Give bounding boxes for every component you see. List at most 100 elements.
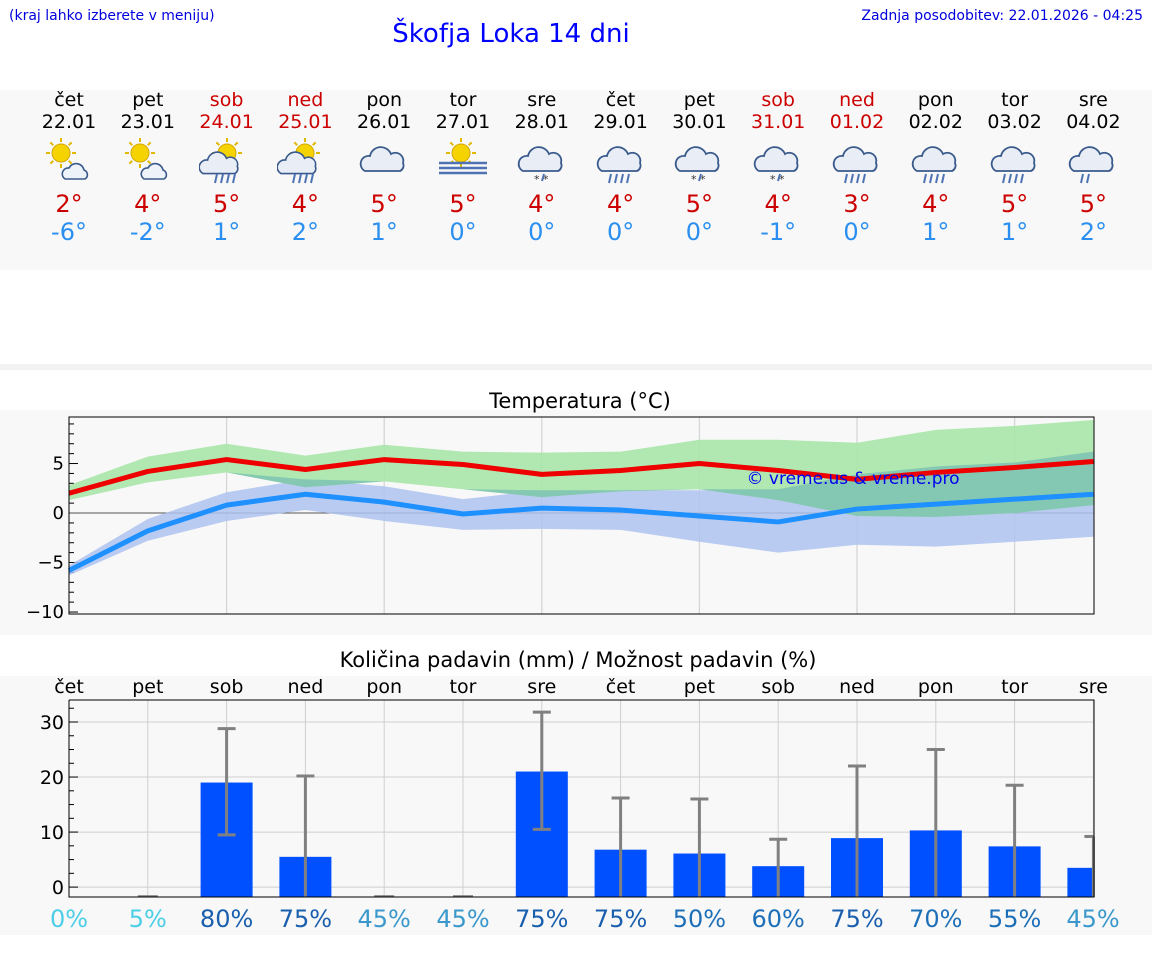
temp-max: 5°	[212, 190, 241, 218]
precipitation-y-ticks: 0 10 20 30	[40, 712, 64, 899]
day-column: ned 25.01 4° 2°	[266, 89, 344, 246]
sun-cloud-rain-icon	[188, 137, 266, 187]
precipitation-probability: 45%	[358, 905, 411, 933]
temp-min: 0°	[449, 218, 477, 246]
cloud-snow-icon: * *	[660, 137, 738, 187]
category-label: čet	[54, 676, 84, 698]
temperature-chart: Temperatura (°C) −10 −5 0 5 © vreme.us & vr…	[26, 389, 1095, 623]
category-label: čet	[606, 676, 636, 698]
precipitation-categories: čet pet sob ned pon tor sre čet pet sob ned pon tor s…	[54, 676, 1108, 698]
temp-max: 4°	[922, 190, 950, 218]
temp-max: 3°	[843, 190, 871, 218]
cloud-rain-icon	[582, 137, 660, 187]
temp-min: 0°	[843, 218, 871, 246]
temp-max: 4°	[134, 190, 162, 218]
precipitation-error-bars	[137, 710, 1095, 897]
category-label: sob	[761, 676, 795, 698]
temp-max: 5°	[685, 190, 714, 218]
day-name: čet	[54, 89, 84, 111]
day-column: tor 27.01 5° 0°	[424, 89, 502, 246]
temp-min: 0°	[528, 218, 556, 246]
y-tick-label: 10	[40, 822, 64, 844]
page-title: Škofja Loka 14 dni	[392, 19, 630, 49]
precipitation-probability: 55%	[988, 905, 1041, 933]
day-column: čet 29.01 4° 0°	[582, 89, 660, 246]
min-temperature-line	[67, 491, 1094, 573]
precipitation-probability: 50%	[673, 905, 726, 933]
precipitation-probability: 45%	[1066, 905, 1119, 933]
category-label: sob	[210, 676, 244, 698]
cloud-rain-icon	[976, 137, 1054, 187]
temperature-chart-title: Temperatura (°C)	[488, 389, 671, 413]
day-date: 22.01	[41, 111, 97, 133]
temp-min: 2°	[291, 218, 320, 246]
cloud-light-rain-icon	[1054, 137, 1132, 187]
day-name: tor	[449, 89, 477, 111]
day-name: tor	[1001, 89, 1029, 111]
band-overlap	[69, 451, 1094, 517]
day-name: čet	[605, 89, 636, 111]
day-name: ned	[287, 89, 324, 111]
day-date: 31.01	[750, 111, 806, 133]
y-tick-label: −5	[37, 553, 64, 574]
day-date: 23.01	[120, 111, 175, 133]
temp-max: 4°	[606, 190, 635, 218]
day-name: sre	[527, 89, 557, 111]
day-name: sre	[1078, 89, 1108, 111]
day-name: sob	[209, 89, 244, 111]
temp-max: 4°	[528, 190, 556, 218]
precipitation-probability: 60%	[752, 905, 805, 933]
precipitation-chart: Količina padavin (mm) / Možnost padavin …	[40, 648, 1120, 933]
day-date: 26.01	[356, 111, 412, 133]
last-update: Zadnja posodobitev: 22.01.2026 - 04:25	[861, 8, 1143, 24]
cloud-snow-icon: * *	[503, 137, 581, 187]
day-name: pet	[683, 89, 715, 111]
day-column: sob 31.01 * * 4° -1°	[739, 89, 817, 246]
precipitation-probability: 75%	[515, 905, 568, 933]
day-name: ned	[839, 89, 875, 111]
temp-min: -2°	[129, 218, 166, 246]
precipitation-probability: 75%	[279, 905, 332, 933]
day-date: 28.01	[514, 111, 569, 133]
temperature-y-ticks: −10 −5 0 5	[26, 454, 64, 623]
watermark: © vreme.us & vreme.pro	[746, 469, 959, 489]
temp-max: 4°	[764, 190, 792, 218]
precipitation-probability: 70%	[909, 905, 962, 933]
day-column: pet 30.01 * * 5° 0°	[660, 89, 738, 246]
y-tick-label: 0	[53, 503, 64, 524]
max-temperature-line	[68, 457, 1094, 496]
temp-min: 1°	[922, 218, 950, 246]
precipitation-probability: 5%	[129, 905, 167, 933]
temp-max: 5°	[370, 190, 398, 218]
temp-min: 2°	[1079, 218, 1108, 246]
temp-max: 5°	[1000, 190, 1029, 218]
day-date: 01.02	[829, 111, 885, 133]
temperature-lines	[67, 457, 1094, 573]
temp-min: 0°	[685, 218, 714, 246]
category-label: pon	[366, 676, 402, 698]
temp-min: 1°	[370, 218, 398, 246]
sun-cloud-rain-icon	[266, 137, 344, 187]
category-label: ned	[288, 676, 324, 698]
day-name: pon	[917, 89, 954, 111]
y-tick-label: −10	[26, 602, 64, 623]
cloud-icon	[345, 137, 423, 187]
y-tick-label: 30	[40, 712, 64, 734]
sun-cloud-icon	[30, 137, 108, 187]
category-label: pet	[684, 676, 715, 698]
category-label: ned	[839, 676, 875, 698]
temp-min: 1°	[212, 218, 241, 246]
temp-min: -6°	[51, 218, 87, 246]
location-menu-hint: (kraj lahko izberete v meniju)	[9, 8, 215, 24]
day-column: čet 22.01 2° -6°	[30, 89, 108, 246]
category-label: tor	[1001, 676, 1028, 698]
temp-max: 5°	[1079, 190, 1108, 218]
precipitation-probability: 80%	[200, 905, 253, 933]
temp-min: -1°	[760, 218, 797, 246]
day-column: sre 28.01 * * 4° 0°	[503, 89, 581, 246]
y-tick-label: 20	[40, 767, 64, 789]
precipitation-probabilities: 0% 5% 80% 75% 45% 45% 75% 75% 50% 60% 75% 70% 55% 45%	[50, 905, 1120, 933]
day-date: 29.01	[593, 111, 648, 133]
precipitation-probability: 45%	[436, 905, 489, 933]
cloud-rain-icon	[818, 137, 896, 187]
